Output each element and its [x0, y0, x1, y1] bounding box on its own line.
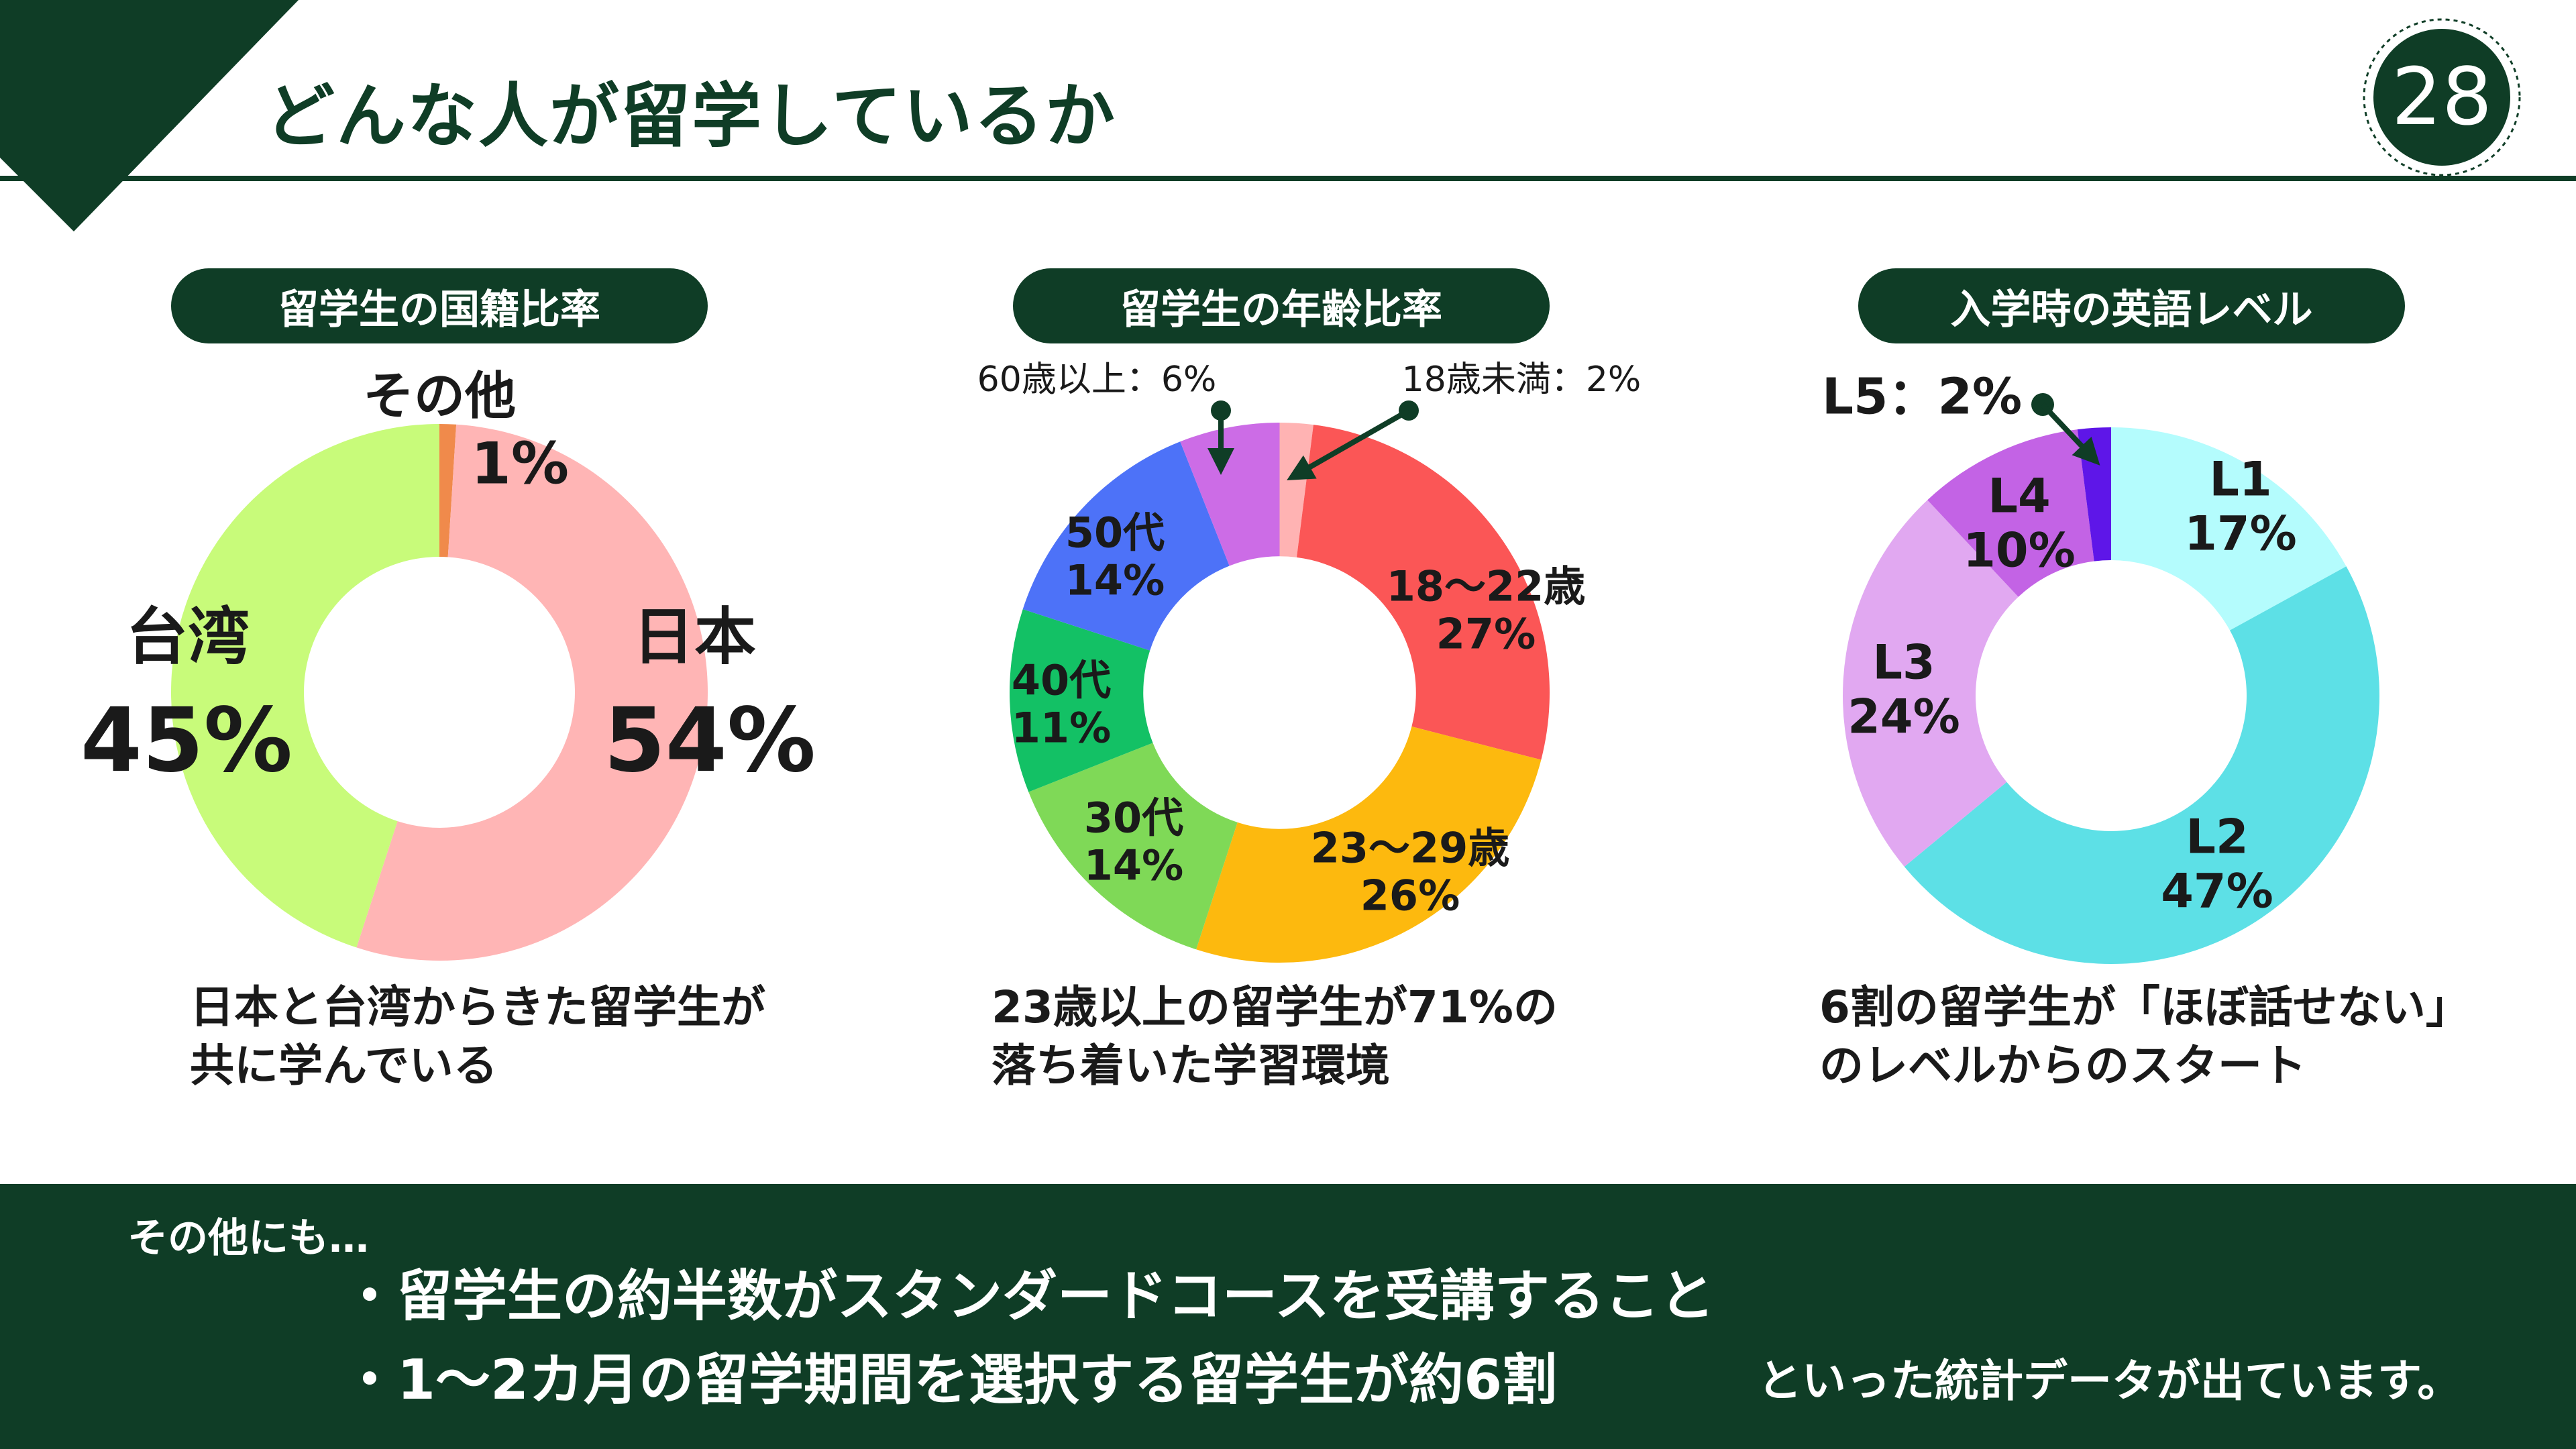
nationality-donut-chart	[171, 424, 708, 961]
page-number-badge: 28	[2363, 18, 2521, 176]
donut-slice-1-4	[1010, 609, 1153, 792]
value-japan: 54%	[604, 689, 816, 793]
donut-slice-2-3	[1927, 429, 2094, 597]
label-level-l1: L1 17%	[2184, 451, 2297, 561]
donut-slice-2-0	[2111, 427, 2347, 631]
donut-slice-1-5	[1022, 441, 1230, 651]
donut-slice-0-0	[439, 424, 457, 557]
caption-nationality: 日本と台湾からきた留学生が 共に学んでいる	[190, 981, 765, 1092]
donut-slice-2-2	[1843, 500, 2019, 867]
label-other: その他	[363, 366, 516, 426]
donut-slice-2-1	[1904, 566, 2379, 964]
english-level-donut-chart	[1843, 427, 2379, 964]
donut-slice-0-2	[171, 424, 439, 948]
callout-level-l5: L5：2%	[1821, 368, 2023, 426]
value-other: 1%	[470, 430, 570, 498]
label-age-23-29: 23〜29歳 26%	[1310, 823, 1510, 920]
callout-age-60-plus: 60歳以上：6%	[977, 360, 1217, 400]
label-level-l4: L4 10%	[1963, 468, 2076, 578]
caption-english-level: 6割の留学生が「ほぼ話せない」 のレベルからのスタート	[1819, 981, 2470, 1092]
footer-lead: その他にも…	[127, 1215, 369, 1262]
donut-slice-1-3	[1028, 743, 1238, 950]
caption-age: 23歳以上の留学生が71%の 落ち着いた学習環境	[991, 981, 1558, 1092]
title-divider	[0, 176, 2576, 181]
donut-slice-1-2	[1196, 727, 1542, 963]
label-japan: 日本	[632, 601, 757, 674]
pill-nationality: 留学生の国籍比率	[171, 268, 708, 343]
footer-bullet-2: ・1〜2カ月の留学期間を選択する留学生が約6割	[342, 1348, 1558, 1412]
label-age-50s: 50代 14%	[1065, 508, 1165, 605]
donut-slice-1-1	[1296, 425, 1550, 760]
footer-panel: その他にも… ・留学生の約半数がスタンダードコースを受講すること ・1〜2カ月の…	[0, 1184, 2576, 1449]
donut-slice-0-1	[356, 424, 708, 961]
callout-age-under-18: 18歳未満：2%	[1401, 360, 1642, 400]
pill-age: 留学生の年齢比率	[1013, 268, 1550, 343]
label-taiwan: 台湾	[125, 601, 250, 674]
label-level-l2: L2 47%	[2161, 809, 2273, 918]
pill-english-level: 入学時の英語レベル	[1858, 268, 2405, 343]
label-age-30s: 30代 14%	[1083, 793, 1184, 890]
label-age-40s: 40代 11%	[1011, 655, 1112, 753]
value-taiwan: 45%	[80, 689, 292, 793]
footer-bullet-1: ・留学生の約半数がスタンダードコースを受講すること	[342, 1265, 1715, 1328]
footer-tail: といった統計データが出ています。	[1758, 1355, 2462, 1407]
label-age-18-22: 18〜22歳 27%	[1386, 561, 1586, 659]
corner-decoration	[0, 0, 299, 231]
page-title: どんな人が留学しているか	[265, 75, 1116, 157]
donut-slice-1-6	[1180, 423, 1280, 566]
page-number: 28	[2392, 50, 2492, 143]
age-donut-chart	[1010, 423, 1550, 963]
label-level-l3: L3 24%	[1847, 635, 1960, 744]
